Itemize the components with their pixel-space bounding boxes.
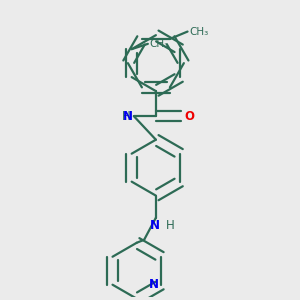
Text: CH₃: CH₃ — [149, 39, 168, 49]
Text: N: N — [123, 110, 133, 123]
Text: N: N — [149, 219, 159, 232]
Text: N: N — [148, 278, 159, 291]
Text: H: H — [122, 110, 130, 123]
Text: H: H — [166, 219, 175, 232]
Text: CH₃: CH₃ — [189, 27, 208, 37]
Text: O: O — [184, 110, 194, 123]
